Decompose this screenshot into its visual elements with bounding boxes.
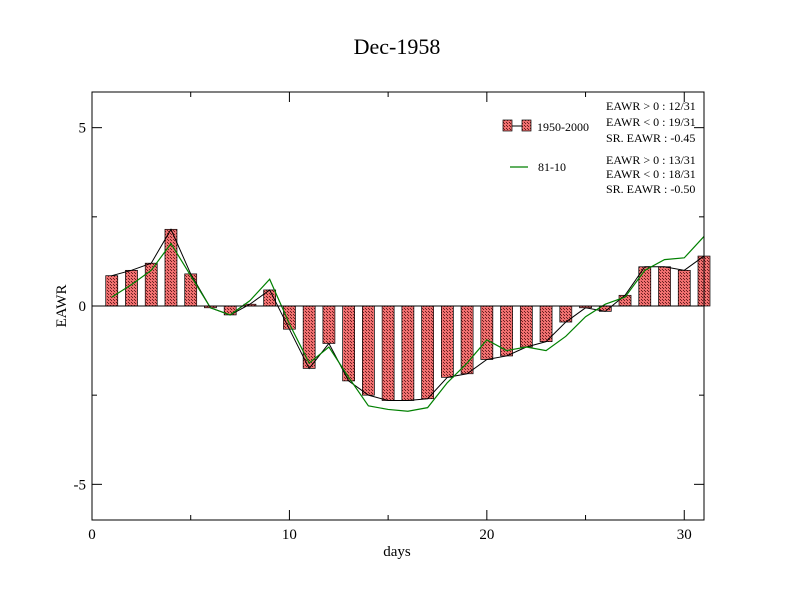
bar-day-17 (421, 305, 434, 400)
legend: 1950-2000 81-10 (502, 119, 589, 174)
bar-day-22 (519, 305, 533, 348)
legend-swatch-left-1950-2000 (502, 119, 513, 132)
stat-1950-2000-sr: SR. EAWR : -0.45 (606, 131, 695, 145)
y-tick-label-5: 5 (79, 121, 87, 137)
bar-day-4 (164, 228, 178, 307)
y-tick-label--5: -5 (74, 477, 87, 493)
bar-series (105, 228, 711, 401)
y-axis-label: EAWR (54, 285, 70, 328)
legend-swatch-right-1950-2000 (521, 119, 532, 132)
y-tick-label-0: 0 (79, 299, 87, 315)
stat-81-10-positive: EAWR > 0 : 13/31 (606, 153, 696, 167)
bar-day-16 (401, 305, 415, 401)
axes: 0 10 20 30 5 0 -5 (74, 92, 704, 543)
bar-day-2 (125, 269, 138, 307)
stat-1950-2000-positive: EAWR > 0 : 12/31 (606, 99, 696, 113)
series-line-81-10 (111, 236, 705, 412)
x-tick-label-30: 30 (677, 527, 692, 543)
bar-day-20 (480, 305, 494, 360)
bar-day-23 (539, 305, 553, 343)
bar-day-15 (381, 305, 395, 401)
bar-day-1 (105, 275, 119, 307)
bar-day-24 (559, 305, 573, 323)
x-tick-label-20: 20 (479, 527, 494, 543)
bar-day-12 (322, 305, 336, 344)
x-tick-label-0: 0 (88, 527, 96, 543)
chart-title: Dec-1958 (354, 34, 441, 59)
bar-day-30 (677, 269, 691, 307)
stat-81-10-negative: EAWR < 0 : 18/31 (606, 167, 696, 181)
x-tick-label-10: 10 (282, 527, 297, 543)
bar-day-10 (283, 305, 296, 330)
legend-entry-81-10: 81-10 (510, 160, 566, 174)
bar-day-5 (184, 273, 198, 307)
x-axis-label: days (383, 544, 411, 560)
bar-day-13 (342, 305, 355, 382)
legend-entry-1950-2000: 1950-2000 (502, 119, 589, 134)
stat-81-10-sr: SR. EAWR : -0.50 (606, 182, 695, 196)
bar-day-18 (441, 305, 454, 378)
stats-block: EAWR > 0 : 12/31 EAWR < 0 : 19/31 SR. EA… (606, 99, 696, 196)
stat-1950-2000-negative: EAWR < 0 : 19/31 (606, 115, 696, 129)
line-series (111, 228, 705, 412)
legend-label-81-10: 81-10 (538, 160, 566, 174)
bar-day-14 (362, 305, 375, 396)
legend-label-1950-2000: 1950-2000 (537, 120, 589, 134)
bar-day-29 (658, 266, 671, 307)
